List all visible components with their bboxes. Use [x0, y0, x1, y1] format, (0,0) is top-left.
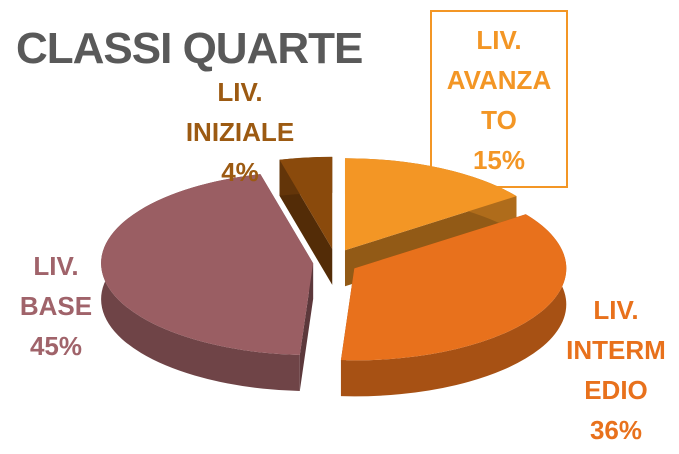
pie-slice: [340, 214, 567, 361]
pie-slice: [101, 174, 314, 356]
category-label: LIV. AVANZATO: [446, 25, 552, 135]
value-label: 36%: [589, 415, 643, 445]
pie-slice: [279, 156, 333, 249]
category-label: LIV. INIZIALE: [185, 77, 295, 147]
category-label: LIV. BASE: [19, 251, 93, 321]
slice-label: LIV. AVANZATO 15%: [430, 10, 568, 188]
chart-title: CLASSI QUARTE: [16, 24, 363, 73]
slice-label: LIV. INIZIALE 4%: [170, 72, 310, 192]
slice-label: LIV. INTERMEDIO 36%: [560, 290, 672, 450]
slice-wall: [340, 214, 567, 397]
category-label: LIV. INTERMEDIO: [566, 295, 666, 405]
pie-slice: [344, 158, 517, 251]
slice-side: [299, 263, 314, 392]
value-label: 4%: [221, 157, 259, 187]
slice-label: LIV. BASE 45%: [10, 246, 102, 366]
value-label: 15%: [472, 145, 526, 175]
value-label: 45%: [29, 331, 83, 361]
